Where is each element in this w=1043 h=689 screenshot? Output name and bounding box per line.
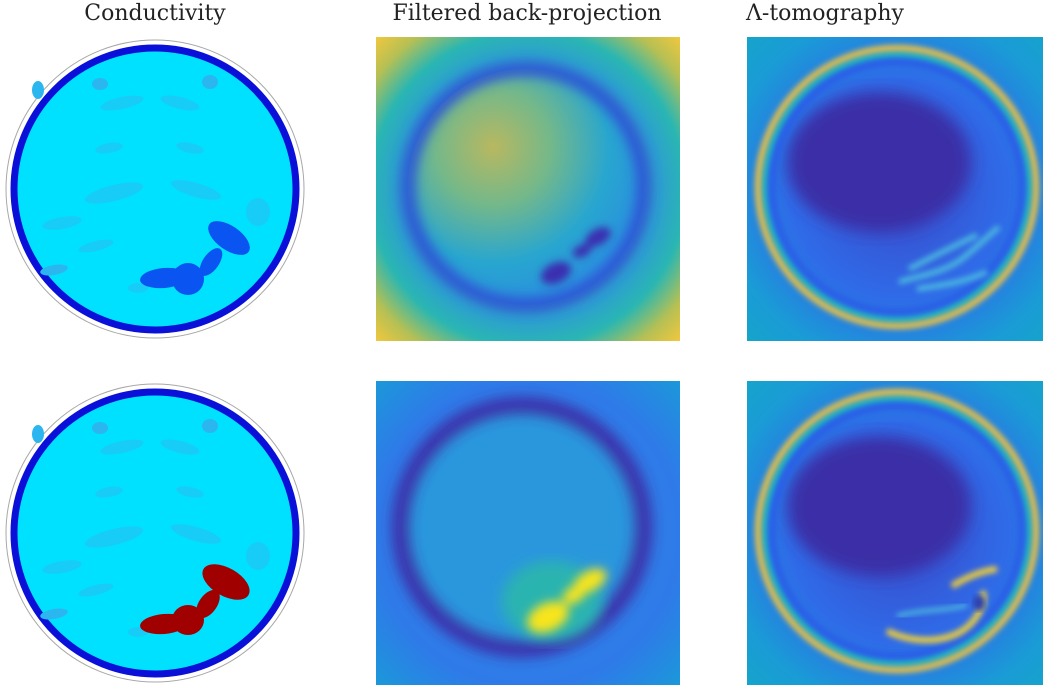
lambda-panel-conductive	[747, 381, 1043, 685]
title-lambda-tomography: Λ-tomography	[746, 1, 904, 26]
title-conductivity: Conductivity	[84, 1, 226, 26]
fbp-panel-resistive	[376, 37, 680, 341]
resistive-inclusion	[140, 221, 250, 295]
lambda-panel-resistive	[747, 37, 1043, 341]
conductivity-panel-conductive	[5, 383, 305, 683]
conductivity-panel-resistive	[5, 39, 305, 339]
fbp-panel-conductive	[376, 381, 680, 685]
title-filtered-back-projection: Filtered back-projection	[392, 1, 662, 26]
lung-regions	[42, 95, 270, 293]
conductive-inclusion	[140, 564, 250, 635]
lung-regions	[42, 439, 270, 637]
